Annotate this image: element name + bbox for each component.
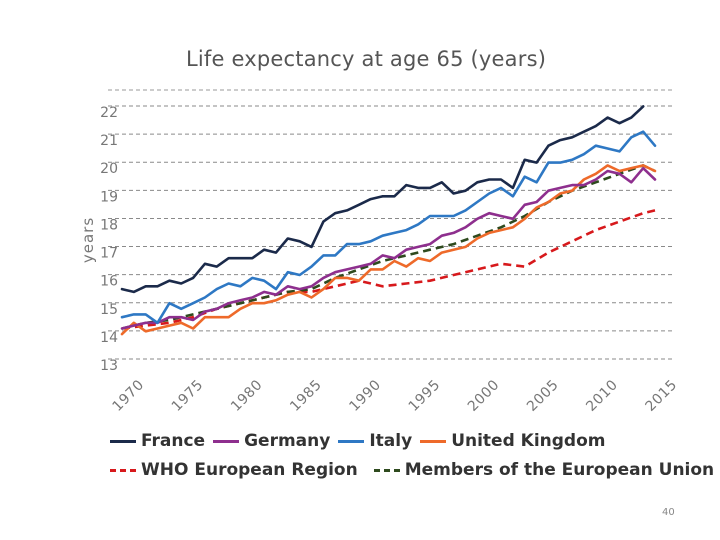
chart-title: Life expectancy at age 65 (years) [186, 47, 547, 71]
x-tick-label: 2015 [643, 377, 681, 415]
x-tick-label: 2010 [583, 377, 621, 415]
legend-item-france: France [110, 431, 205, 451]
x-tick-label: 2005 [524, 377, 562, 415]
legend-swatch-who-european-region [110, 468, 136, 472]
legend-item-who-european-region: WHO European Region [110, 460, 358, 480]
series-line-united-kingdom [120, 164, 657, 336]
legend-label-germany: Germany [244, 431, 331, 451]
legend-label-united-kingdom: United Kingdom [451, 431, 606, 451]
legend-label-members-eu: Members of the European Union [404, 460, 715, 480]
legend-swatch-italy [338, 439, 365, 443]
series-line-who-european-region [121, 209, 656, 330]
y-tick-label: 15 [100, 302, 118, 318]
y-tick-label: 21 [100, 133, 118, 149]
legend-label-france: France [141, 431, 206, 451]
legend-label-italy: Italy [369, 431, 413, 451]
legend-item-members-eu: Members of the European Union [373, 460, 715, 480]
series-lines [120, 105, 657, 336]
x-tick-label: 1975 [169, 377, 207, 415]
x-axis-ticks: 1970 1975 1980 1985 1990 1995 2000 2005 2010 2015 [110, 377, 681, 415]
legend-item-united-kingdom: United Kingdom [420, 431, 606, 451]
legend-row-2: WHO European Region Members of the Europ… [110, 460, 720, 480]
y-tick-label: 18 [100, 217, 118, 233]
x-tick-label: 1990 [346, 377, 384, 415]
y-tick-label: 16 [100, 274, 118, 290]
legend-label-who-european-region: WHO European Region [141, 460, 358, 480]
x-tick-label: 1995 [406, 377, 444, 415]
y-tick-label: 17 [100, 246, 118, 262]
series-line-germany [120, 166, 657, 330]
series-line-italy [120, 130, 657, 325]
y-tick-label: 22 [100, 105, 118, 121]
x-tick-label: 1985 [287, 377, 325, 415]
x-tick-label: 2000 [465, 377, 503, 415]
page-number: 40 [662, 507, 675, 518]
y-tick-label: 14 [100, 330, 118, 346]
y-tick-label: 13 [100, 358, 118, 374]
legend-swatch-members-eu [373, 468, 400, 472]
y-tick-label: 20 [100, 161, 118, 177]
legend-swatch-germany [213, 439, 240, 443]
legend-row-1: France Germany Italy United Kingdom [110, 431, 614, 451]
legend-item-germany: Germany [213, 431, 330, 451]
x-tick-label: 1980 [228, 377, 266, 415]
series-line-france [120, 105, 645, 294]
x-tick-label: 1970 [110, 377, 148, 415]
legend-item-italy: Italy [338, 431, 412, 451]
legend-swatch-united-kingdom [420, 439, 447, 443]
y-axis-ticks: 13 14 15 16 17 18 19 20 21 22 [100, 105, 118, 374]
y-tick-label: 19 [100, 189, 118, 205]
y-axis-label: years [79, 217, 97, 263]
legend-swatch-france [110, 439, 136, 443]
line-chart: 13 14 15 16 17 18 19 20 21 22 1970 1975 1980 1985 199… [79, 89, 681, 415]
